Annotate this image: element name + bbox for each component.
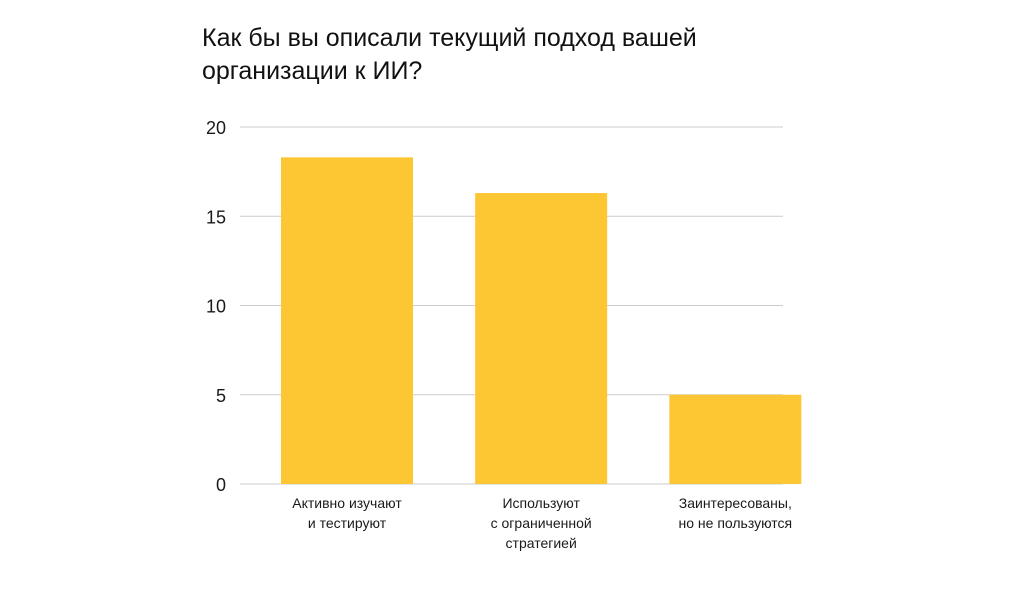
x-category-label: Активно изучают и тестируют xyxy=(292,495,402,531)
bar xyxy=(281,157,413,484)
y-tick-label: 20 xyxy=(206,118,226,138)
y-tick-label: 5 xyxy=(216,386,226,406)
chart-title: Как бы вы описали текущий подход вашей о… xyxy=(202,24,697,85)
y-tick-label: 15 xyxy=(206,207,226,227)
bar xyxy=(475,193,608,485)
y-tick-label: 0 xyxy=(216,475,226,495)
x-category-label: Используют с ограниченной стратегией xyxy=(491,495,592,551)
bars xyxy=(281,157,802,485)
y-tick-label: 10 xyxy=(206,297,226,317)
x-axis-labels: Активно изучают и тестируют Используют с ог… xyxy=(292,495,792,551)
y-axis-ticks: 0 5 10 15 20 xyxy=(206,118,226,495)
x-category-label: Заинтересованы, но не пользуются xyxy=(679,495,793,531)
bar xyxy=(669,394,802,484)
